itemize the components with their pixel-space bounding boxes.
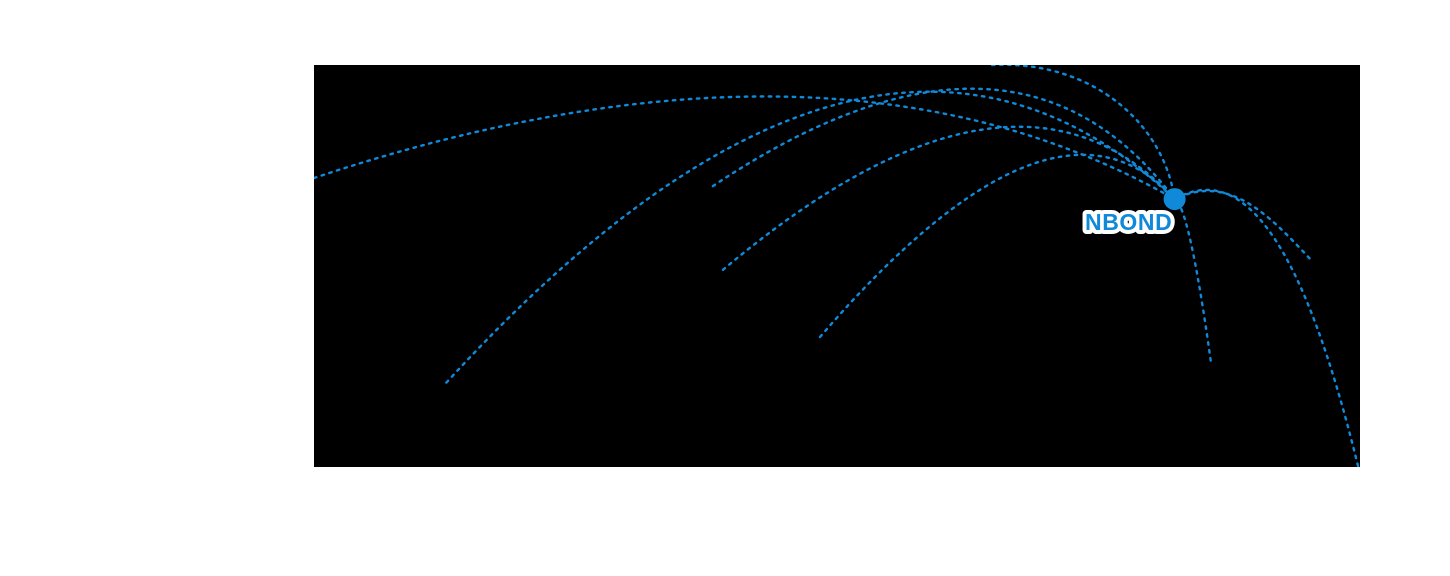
svg-text:NBOND: NBOND [1085, 209, 1172, 235]
